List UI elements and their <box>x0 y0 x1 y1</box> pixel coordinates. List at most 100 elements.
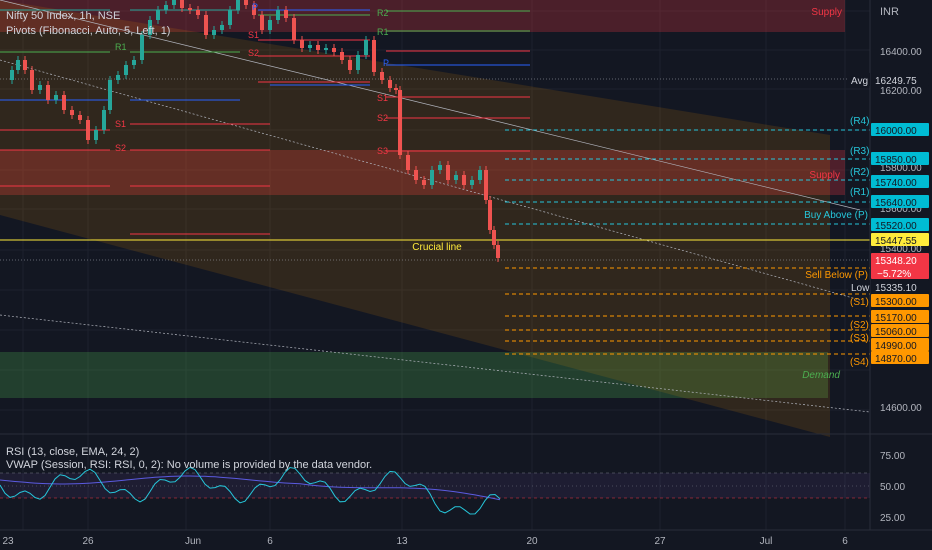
candle <box>496 245 500 258</box>
candle <box>148 20 152 35</box>
time-tick: Jul <box>760 536 773 547</box>
candle <box>86 120 90 140</box>
level-s3: (S3) <box>850 333 869 344</box>
price-axis[interactable]: INR 16400.00 16200.00 15800.00 15600.00 … <box>848 0 929 530</box>
price-tick: 15400.00 <box>880 244 922 255</box>
candle <box>380 72 384 80</box>
price-tag: 14990.00 <box>871 338 929 352</box>
pivot-label-s1: S1 <box>115 119 126 129</box>
candle <box>228 10 232 25</box>
time-tick: 13 <box>396 536 408 547</box>
crucial-line-label: Crucial line <box>412 242 462 253</box>
svg-text:Avg: Avg <box>851 76 868 87</box>
level-r1: (R1) <box>850 187 869 198</box>
candle <box>388 80 392 88</box>
candle <box>276 10 280 20</box>
candle <box>430 170 434 185</box>
chart-title[interactable]: Nifty 50 Index, 1h, NSE <box>6 10 121 22</box>
supply-zone-mid <box>0 150 845 195</box>
demand-label: Demand <box>802 370 840 381</box>
candle <box>108 80 112 110</box>
time-tick: 27 <box>654 536 666 547</box>
price-tag: 16000.00 <box>871 123 929 137</box>
candle <box>212 30 216 35</box>
candle <box>172 0 176 5</box>
candle <box>372 40 376 72</box>
candle <box>188 8 192 10</box>
candle <box>406 155 410 170</box>
candle <box>62 95 66 110</box>
svg-text:15170.00: 15170.00 <box>875 313 917 324</box>
rsi-line <box>0 466 501 515</box>
candle <box>164 5 168 10</box>
level-s4: (S4) <box>850 357 869 368</box>
rsi-indicator-legend[interactable]: RSI (13, close, EMA, 24, 2) <box>6 446 140 458</box>
pivot-label-s2-right: S2 <box>377 113 388 123</box>
pivot-label-p: P <box>383 58 389 68</box>
vwap-indicator-legend[interactable]: VWAP (Session, RSI: RSI, 0, 2): No volum… <box>6 459 373 471</box>
svg-text:15335.10: 15335.10 <box>875 283 917 294</box>
candle <box>38 85 42 90</box>
level-s2: (S2) <box>850 320 869 331</box>
svg-text:15740.00: 15740.00 <box>875 178 917 189</box>
time-tick: 6 <box>267 536 273 547</box>
svg-text:15060.00: 15060.00 <box>875 327 917 338</box>
time-tick: 23 <box>2 536 14 547</box>
time-axis[interactable]: 23 26 Jun 6 13 20 27 Jul 6 <box>0 529 932 547</box>
svg-text:14870.00: 14870.00 <box>875 354 917 365</box>
price-tag: 15850.00 <box>871 152 929 166</box>
price-tag: 15447.55 <box>871 233 929 247</box>
pivot-label-s1-right: S1 <box>377 93 388 103</box>
time-tick: 6 <box>842 536 848 547</box>
level-s1: (S1) <box>850 297 869 308</box>
svg-text:15640.00: 15640.00 <box>875 198 917 209</box>
price-tick: 15800.00 <box>880 163 922 174</box>
buy-above-label: Buy Above (P) <box>804 210 868 221</box>
price-tick: 16200.00 <box>880 86 922 97</box>
candle <box>300 40 304 48</box>
candle <box>316 45 320 50</box>
candle <box>78 115 82 120</box>
pivot-label-r1: R1 <box>377 27 389 37</box>
candle <box>70 110 74 115</box>
candle <box>332 48 336 52</box>
svg-text:15447.55: 15447.55 <box>875 236 917 247</box>
grid <box>0 0 870 530</box>
candle <box>220 25 224 30</box>
price-tag: Avg 16249.75 <box>848 73 929 87</box>
pivot-label-s2: S2 <box>115 143 126 153</box>
sell-below-label: Sell Below (P) <box>805 270 868 281</box>
candle <box>446 165 450 180</box>
price-tick: 14600.00 <box>880 403 922 414</box>
candle <box>356 55 360 70</box>
svg-text:−5.72%: −5.72% <box>877 269 911 280</box>
price-tag: 15740.00 <box>871 175 929 189</box>
candle <box>16 60 20 70</box>
candle <box>46 85 50 100</box>
price-tick: 16400.00 <box>880 47 922 58</box>
candle <box>470 180 474 185</box>
supply-label-mid: Supply <box>809 170 840 181</box>
candle <box>364 40 368 55</box>
candle <box>398 90 402 155</box>
price-tag: 14870.00 <box>871 351 929 365</box>
candle <box>414 170 418 180</box>
rsi-pane: 75.00 50.00 25.00 <box>0 451 905 524</box>
candles <box>10 0 500 262</box>
pivot-label-s3: S3 <box>377 146 388 156</box>
candle <box>94 130 98 140</box>
level-r2: (R2) <box>850 167 869 178</box>
svg-text:15850.00: 15850.00 <box>875 155 917 166</box>
supply-zone-top <box>0 0 845 32</box>
candle <box>140 35 144 60</box>
candle <box>292 18 296 40</box>
supply-label-top: Supply <box>811 7 842 18</box>
price-tag: 15170.00 <box>871 310 929 324</box>
trend-line-lower <box>0 314 871 413</box>
candle <box>478 170 482 180</box>
price-tag: 15300.00 <box>871 294 929 308</box>
svg-text:15348.20: 15348.20 <box>875 256 917 267</box>
candle <box>308 45 312 48</box>
pivots-indicator-legend[interactable]: Pivots (Fibonacci, Auto, 5, Left, 1) <box>6 25 171 37</box>
